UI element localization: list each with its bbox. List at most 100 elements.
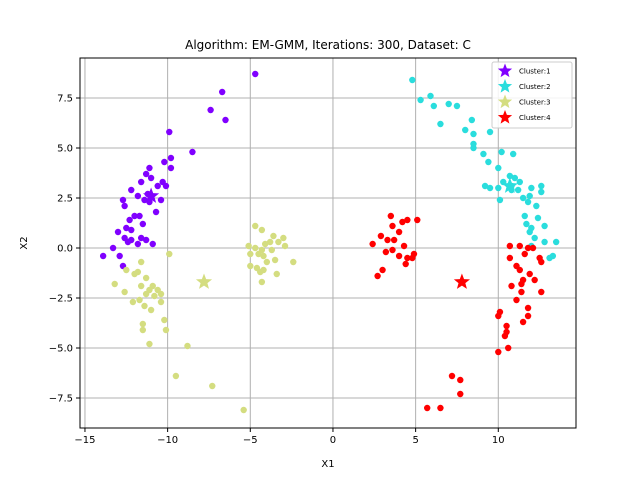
data-point (273, 270, 280, 278)
data-point (400, 242, 408, 250)
data-point (137, 234, 145, 242)
plot-frame (79, 57, 577, 429)
data-point (209, 382, 216, 390)
cluster-center-star (195, 273, 213, 289)
legend-marker (497, 63, 513, 78)
data-point (128, 186, 135, 194)
legend-marker (497, 94, 513, 109)
data-point (109, 244, 117, 252)
data-point (549, 252, 557, 260)
data-point (390, 236, 398, 244)
data-point (506, 172, 514, 180)
data-point (384, 236, 391, 244)
data-point (399, 218, 406, 226)
data-point (377, 232, 385, 240)
data-point (123, 224, 130, 232)
data-point (222, 116, 229, 124)
x-tick-label: −5 (243, 435, 258, 446)
data-point (147, 306, 155, 314)
data-point (114, 228, 122, 236)
data-point (538, 182, 545, 190)
data-point (496, 196, 504, 204)
legend-marker (497, 79, 513, 93)
data-point (501, 332, 509, 340)
data-point (137, 258, 145, 266)
data-point (131, 270, 138, 278)
y-tick-label: 5.0 (57, 144, 73, 155)
data-point (166, 250, 173, 258)
data-point (139, 220, 147, 228)
data-point (281, 242, 289, 250)
data-point (247, 250, 254, 258)
data-point (240, 406, 247, 414)
data-point (448, 372, 456, 380)
data-point (258, 226, 266, 234)
y-tick-label: −7.5 (49, 394, 73, 405)
data-point (457, 390, 464, 398)
data-point (167, 164, 175, 172)
legend-entry: Cluster:2 (519, 83, 551, 91)
data-point (514, 186, 522, 194)
data-point (524, 198, 532, 206)
data-point (152, 208, 160, 216)
x-axis-ticks: −15 −10 −5 0 5 10 (74, 428, 505, 446)
data-point (526, 228, 533, 236)
data-point (387, 212, 395, 220)
data-point (480, 150, 487, 158)
data-point (516, 242, 523, 250)
data-point (437, 120, 444, 128)
data-point (270, 232, 277, 240)
data-point (146, 340, 153, 348)
data-point (404, 216, 411, 224)
data-point (414, 216, 421, 224)
data-point (538, 258, 545, 266)
data-point (457, 376, 464, 384)
data-point (147, 174, 155, 182)
data-point (257, 268, 264, 276)
data-point (161, 316, 168, 324)
data-point (389, 246, 396, 254)
data-point (149, 240, 156, 248)
data-point (119, 196, 127, 204)
data-point (524, 312, 532, 320)
data-point (207, 106, 214, 114)
data-point (123, 266, 130, 274)
data-point (258, 278, 266, 286)
data-point (280, 234, 287, 242)
data-point (470, 130, 477, 138)
x-tick-label: −15 (74, 435, 95, 446)
data-point (374, 272, 381, 280)
data-point (142, 236, 150, 244)
data-point (157, 290, 165, 298)
data-point (139, 326, 147, 334)
data-point (184, 342, 191, 350)
data-point (141, 196, 148, 204)
data-point (495, 348, 502, 356)
data-point (430, 102, 438, 110)
data-point (134, 240, 142, 248)
x-tick-label: −10 (157, 435, 178, 446)
data-point (275, 238, 282, 246)
data-point (516, 178, 523, 186)
data-point (137, 178, 145, 186)
data-point (524, 244, 532, 252)
data-point (524, 304, 532, 312)
data-point (139, 320, 147, 328)
data-point (498, 148, 505, 156)
data-point (552, 238, 560, 246)
data-point (134, 192, 142, 200)
data-point (189, 148, 196, 156)
y-tick-label: 2.5 (57, 194, 73, 205)
data-point (157, 298, 165, 306)
data-point (252, 222, 259, 230)
data-point (252, 244, 259, 252)
chart-title: Algorithm: EM-GMM, Iterations: 300, Data… (185, 38, 471, 52)
data-point (260, 252, 267, 260)
cluster-center-star (453, 273, 470, 289)
data-point (462, 126, 469, 134)
data-point (121, 288, 128, 296)
data-point (157, 196, 165, 204)
legend-entry: Cluster:3 (519, 99, 551, 107)
x-axis-label: X1 (321, 459, 334, 470)
data-point (481, 182, 489, 190)
